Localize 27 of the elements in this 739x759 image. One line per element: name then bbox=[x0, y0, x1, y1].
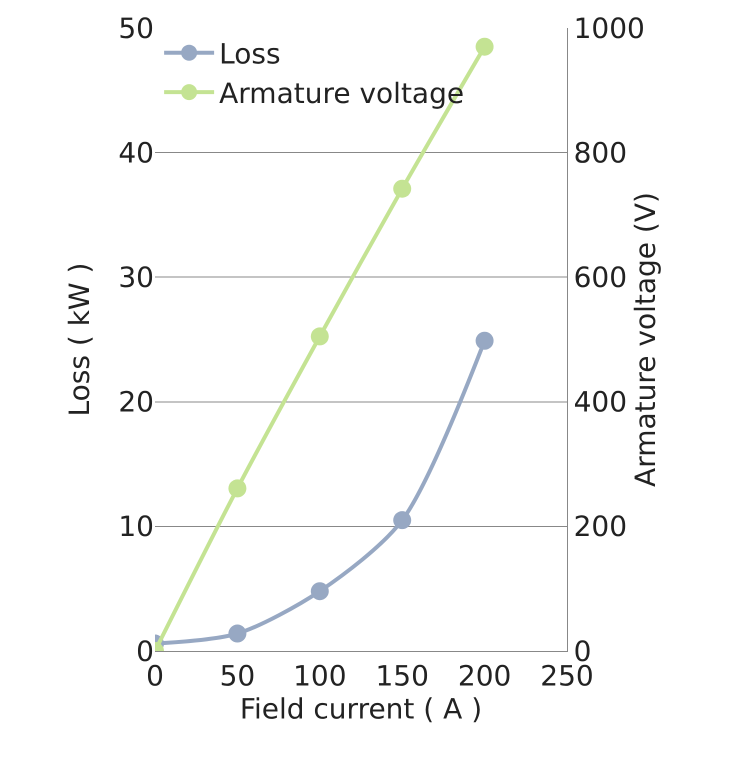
point bbox=[310, 582, 329, 600]
x-tick-label: 200 bbox=[458, 660, 512, 693]
y2-tick-label: 200 bbox=[574, 510, 628, 544]
y-tick-label: 50 bbox=[118, 12, 154, 45]
legend-label: Loss bbox=[219, 38, 281, 71]
point bbox=[228, 479, 246, 498]
y-tick-label: 10 bbox=[118, 510, 154, 544]
y2-tick-label: 400 bbox=[574, 386, 628, 419]
y2-tick-label: 800 bbox=[574, 136, 628, 170]
point bbox=[476, 332, 494, 350]
y2-tick-label: 1000 bbox=[574, 12, 645, 45]
y2-tick-label: 600 bbox=[574, 261, 628, 294]
legend-label: Armature voltage bbox=[219, 77, 464, 110]
point bbox=[310, 327, 329, 346]
point bbox=[228, 624, 246, 643]
y2-axis-title: Armature voltage (V) bbox=[629, 192, 662, 487]
point bbox=[393, 180, 412, 198]
x-axis-title: Field current ( A ) bbox=[240, 692, 482, 726]
x-tick-label: 150 bbox=[375, 660, 429, 693]
x-tick-label: 100 bbox=[293, 660, 347, 693]
y-tick-label: 20 bbox=[118, 386, 154, 419]
point bbox=[393, 511, 412, 530]
x-tick-label: 50 bbox=[220, 660, 256, 693]
point bbox=[476, 38, 494, 56]
y-tick-label: 30 bbox=[118, 261, 154, 294]
y-axis-title: Loss ( kW ) bbox=[63, 262, 96, 416]
y-tick-label: 40 bbox=[118, 136, 154, 170]
